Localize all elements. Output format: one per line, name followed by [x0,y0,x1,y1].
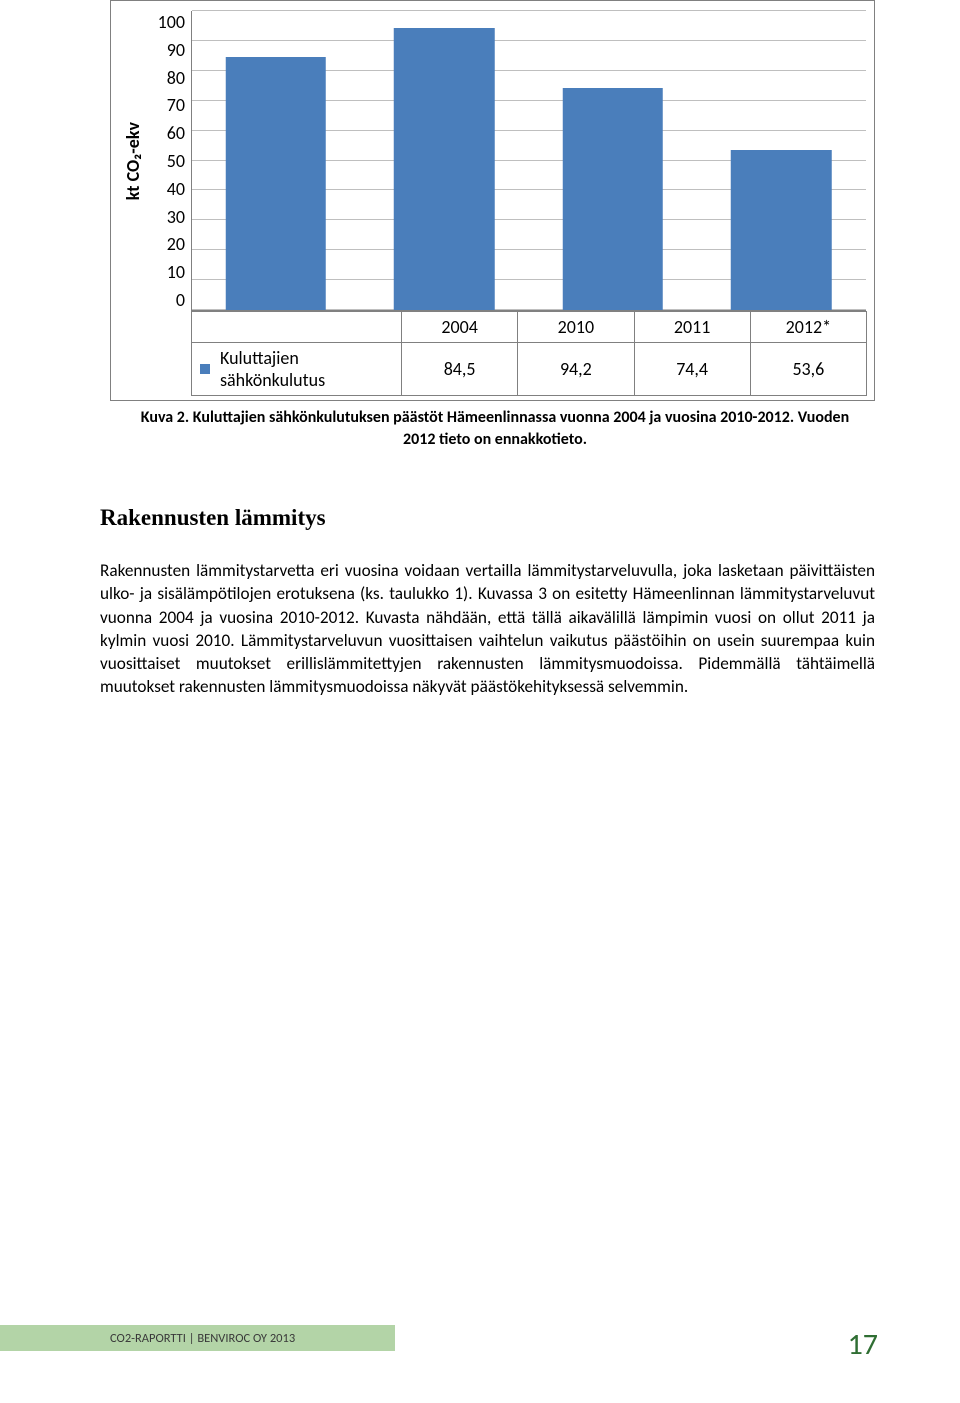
chart-container: kt CO₂-ekv 1009080706050403020100 200420… [110,0,875,401]
y-tick-label: 10 [167,261,185,283]
bar [226,57,327,310]
y-tick-label: 0 [176,289,185,311]
y-tick-label: 20 [167,233,185,255]
y-tick-label: 30 [167,206,185,228]
y-tick-label: 60 [167,122,185,144]
table-data-cell: 53,6 [750,343,866,396]
table-data-row: Kuluttajien sähkönkulutus 84,594,274,453… [192,343,867,396]
table-header-cell: 2010 [518,312,634,343]
y-tick-label: 100 [158,11,185,33]
bar-cell [361,11,530,310]
bar [394,28,495,310]
y-tick-label: 90 [167,39,185,61]
section-heading: Rakennusten lämmitys [100,505,880,531]
footer-text: CO2-RAPORTTI | BENVIROC OY 2013 [110,1331,295,1346]
bar-cell [698,11,867,310]
bar-cell [529,11,698,310]
table-data-cell: 74,4 [634,343,750,396]
legend-swatch-icon [200,364,210,374]
bar-cell [192,11,361,310]
y-tick-label: 70 [167,94,185,116]
chart-data-table: 2004201020112012* Kuluttajien sähkönkulu… [191,311,866,396]
figure-caption: Kuva 2. Kuluttajien sähkönkulutuksen pää… [110,407,880,450]
chart-plot-area: kt CO₂-ekv 1009080706050403020100 [119,11,866,311]
page-number: 17 [848,1326,878,1363]
table-header-cell: 2004 [402,312,518,343]
table-corner-cell [192,312,402,343]
table-header-cell: 2011 [634,312,750,343]
bar [731,150,832,310]
y-tick-label: 40 [167,178,185,200]
table-data-cell: 84,5 [402,343,518,396]
y-axis-ticks: 1009080706050403020100 [147,11,191,311]
body-paragraph: Rakennusten lämmitystarvetta eri vuosina… [100,559,875,698]
table-header-row: 2004201020112012* [192,312,867,343]
y-tick-label: 50 [167,150,185,172]
table-header-cell: 2012* [750,312,866,343]
footer-bar: CO2-RAPORTTI | BENVIROC OY 2013 [0,1325,395,1351]
series-label-text: Kuluttajien sähkönkulutus [220,347,325,391]
chart-bars [192,11,866,310]
series-label-cell: Kuluttajien sähkönkulutus [192,343,402,396]
y-tick-label: 80 [167,67,185,89]
y-axis-label: kt CO₂-ekv [119,11,147,311]
bar [563,88,664,310]
table-data-cell: 94,2 [518,343,634,396]
chart-plot [191,11,866,311]
